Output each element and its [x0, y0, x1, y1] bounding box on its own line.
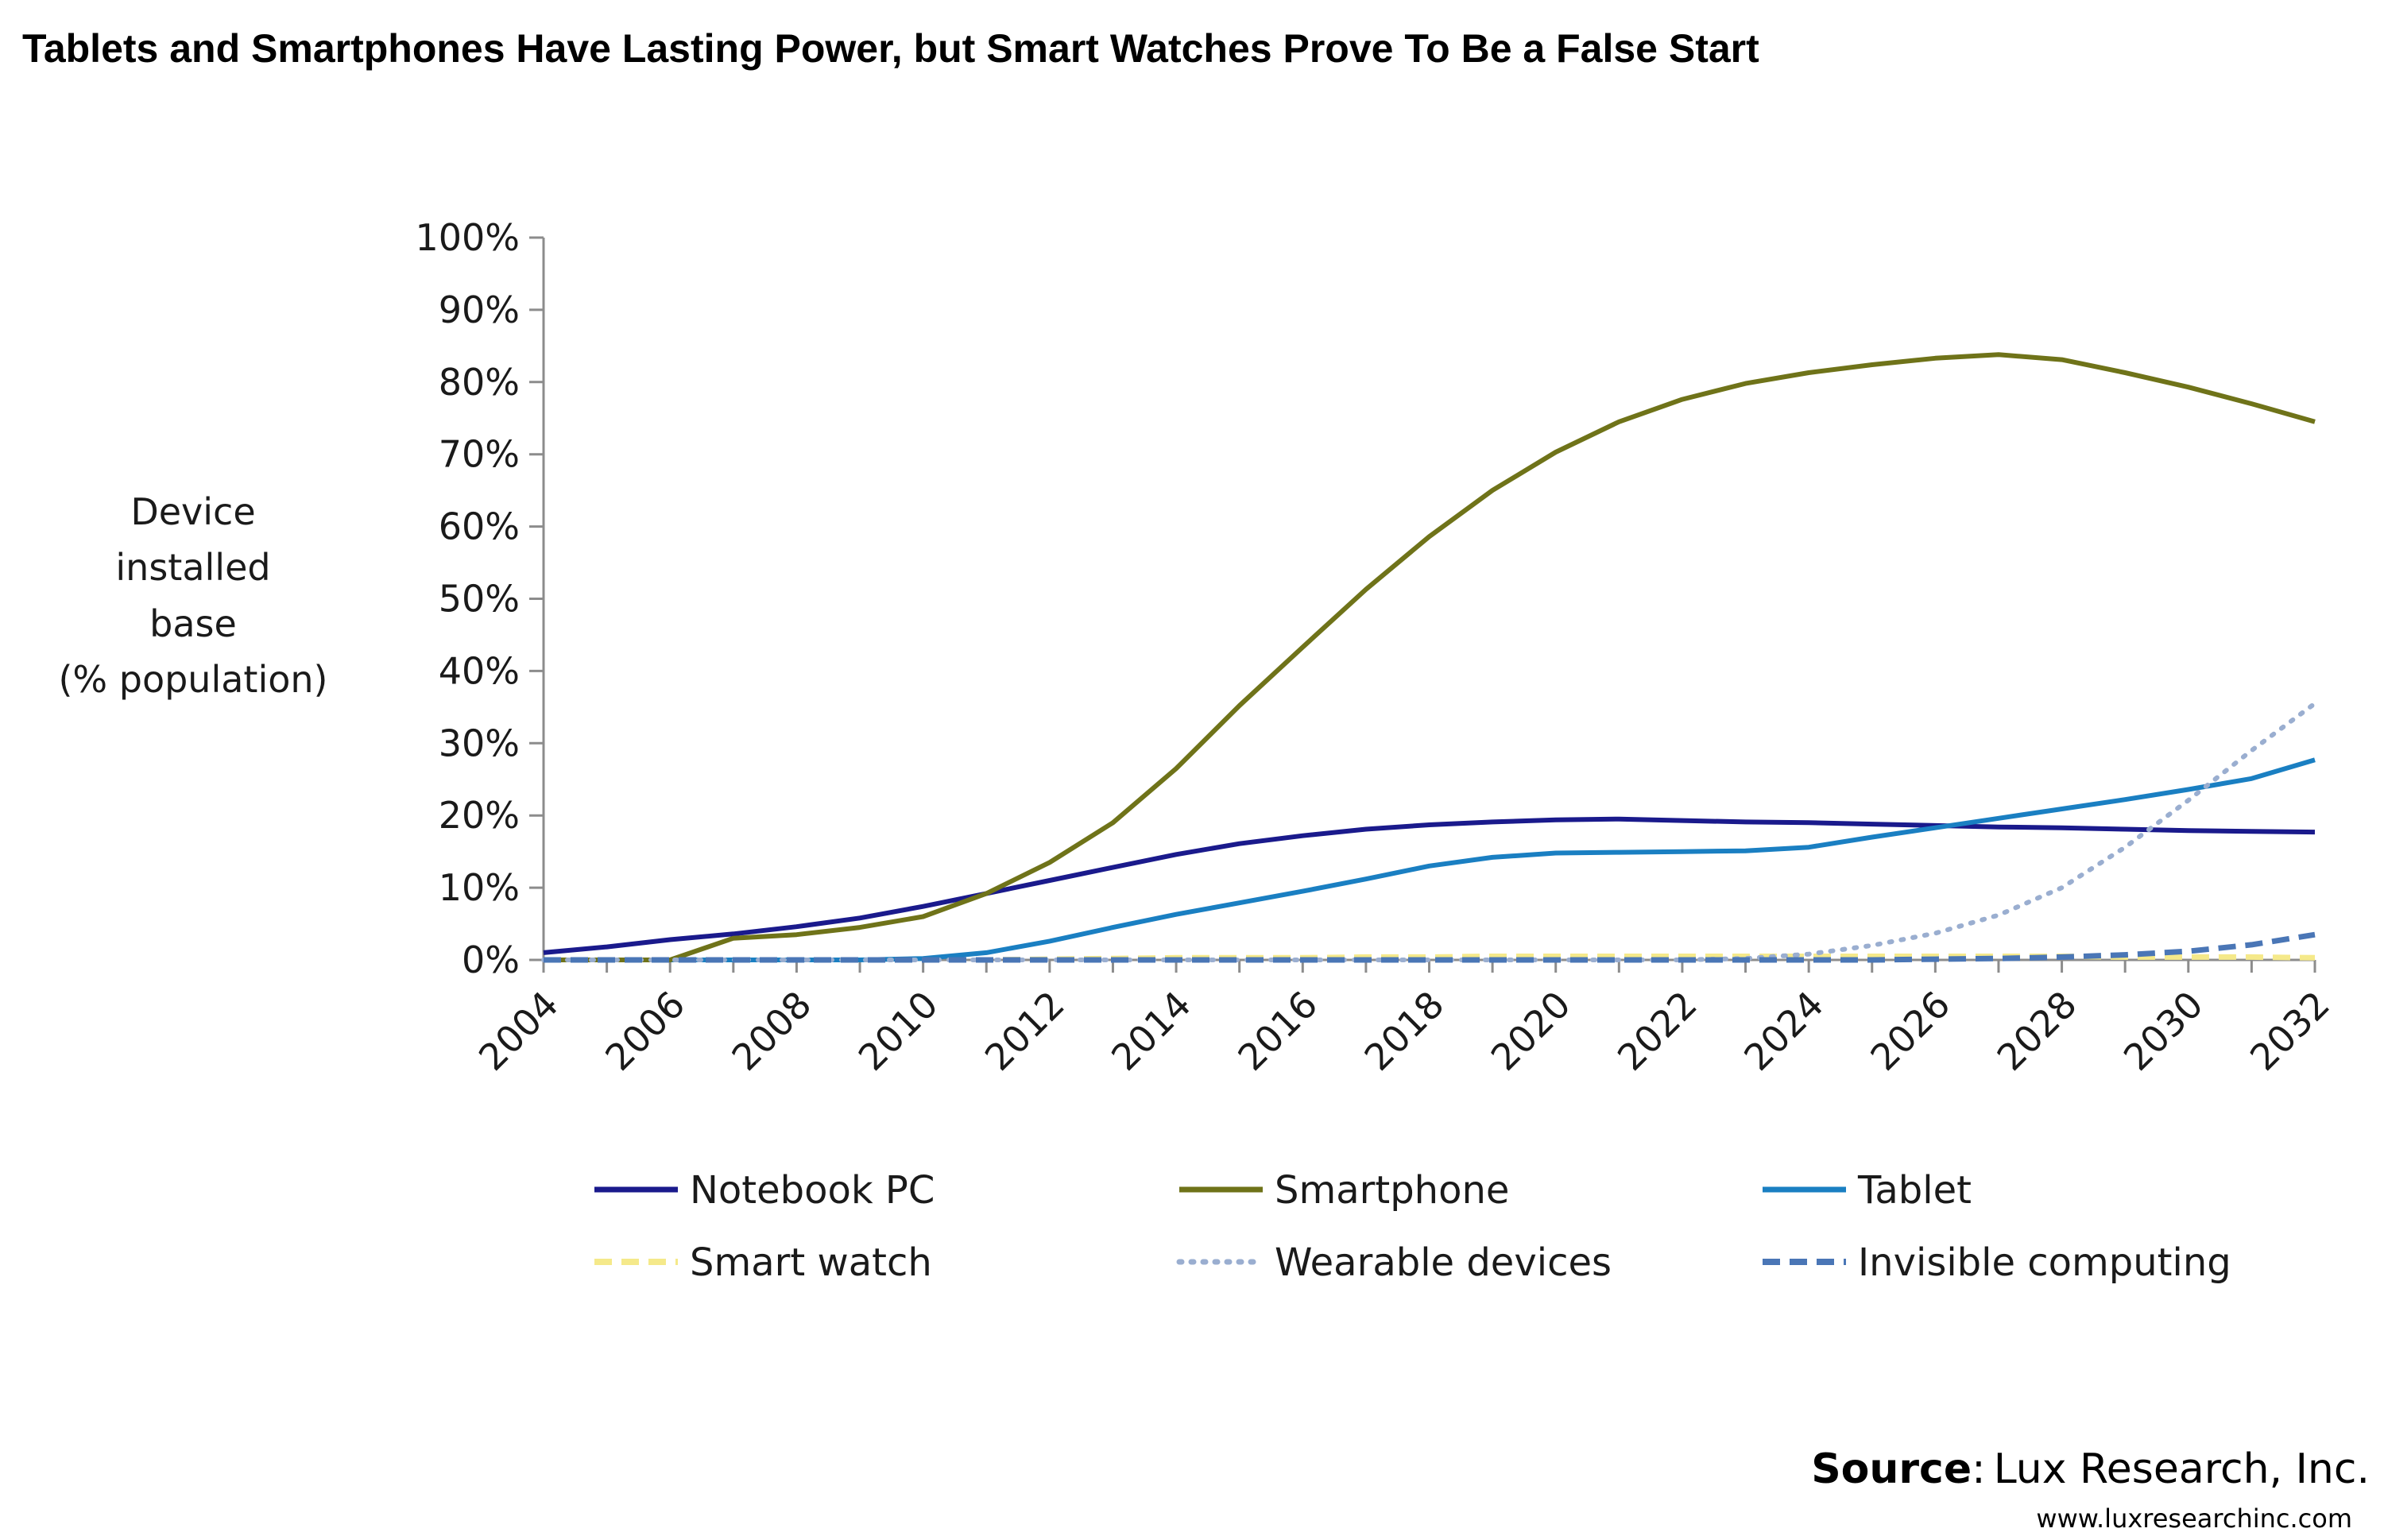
y-tick-label: 40%: [439, 649, 520, 692]
y-tick-label: 70%: [439, 433, 520, 476]
legend-item: Notebook PC: [594, 1168, 935, 1213]
source-url: www.luxresearchinc.com: [2036, 1503, 2352, 1534]
x-tick-label: 2024: [1736, 983, 1832, 1079]
y-tick-label: 90%: [439, 288, 520, 331]
legend-label: Smartphone: [1275, 1168, 1509, 1213]
y-tick-label: 30%: [439, 722, 520, 764]
y-tick-label: 60%: [439, 505, 520, 548]
source-credit: Source: Lux Research, Inc. www.luxresearc…: [1811, 1445, 2370, 1534]
legend-item: Smartphone: [1179, 1168, 1509, 1213]
x-tick-label: 2016: [1229, 983, 1326, 1079]
series-line-tablet: [544, 757, 2316, 962]
x-tick-label: 2004: [470, 983, 567, 1079]
x-tick-label: 2030: [2115, 983, 2212, 1079]
y-tick-label: 20%: [439, 794, 520, 837]
legend-label: Invisible computing: [1858, 1240, 2231, 1285]
legend-item: Tablet: [1763, 1168, 1972, 1213]
y-axis-label: Device installed base (% population): [58, 490, 327, 701]
x-tick-label: 2028: [1989, 983, 2085, 1079]
legend-item: Invisible computing: [1763, 1240, 2231, 1285]
legend-label: Smart watch: [690, 1240, 932, 1285]
x-tick-label: 2020: [1483, 983, 1579, 1079]
series-line-invisible-computing: [544, 931, 2316, 963]
legend: Notebook PC Smartphone Tablet Smart watch We…: [594, 1168, 2231, 1285]
x-tick-label: 2014: [1103, 983, 1199, 1079]
source-label: Source: [1811, 1445, 1972, 1493]
legend-label: Notebook PC: [690, 1168, 935, 1213]
x-tick-label: 2008: [723, 983, 819, 1079]
series-lines: [541, 352, 2317, 963]
y-axis-label-line-3: base: [149, 602, 237, 645]
y-tick-label: 0%: [462, 938, 520, 981]
x-tick-label: 2026: [1862, 983, 1958, 1079]
legend-label: Tablet: [1857, 1168, 1972, 1213]
y-axis-label-line-4: (% population): [58, 658, 327, 701]
y-tick-label: 50%: [439, 578, 520, 621]
x-tick-label: 2018: [1356, 983, 1453, 1079]
legend-item: Smart watch: [594, 1240, 932, 1285]
y-axis-label-line-2: installed: [115, 546, 270, 589]
y-tick-label: 100%: [415, 216, 520, 259]
series-line-notebook-pc: [543, 816, 2316, 955]
series-line-smartphone: [544, 352, 2316, 962]
x-tick-label: 2012: [977, 983, 1073, 1079]
x-tick-label: 2022: [1609, 983, 1705, 1079]
y-tick-label: 80%: [439, 361, 520, 404]
x-ticks: 2004 2006 2008 2010 2012 2014 2016 2018 2020 2022…: [470, 960, 2338, 1079]
legend-item: Wearable devices: [1176, 1240, 1612, 1285]
x-tick-label: 2032: [2242, 983, 2338, 1079]
chart-title: Tablets and Smartphones Have Lasting Pow…: [22, 26, 1759, 71]
x-tick-label: 2006: [597, 983, 693, 1079]
y-ticks: 0% 10% 20% 30% 40% 50% 60% 70% 80% 90% 100%: [415, 216, 544, 981]
y-tick-label: 10%: [439, 866, 520, 909]
source-separator: :: [1972, 1445, 1986, 1493]
y-axis-label-line-1: Device: [130, 490, 255, 533]
legend-label: Wearable devices: [1275, 1240, 1612, 1285]
x-tick-label: 2010: [850, 983, 946, 1079]
source-text: Lux Research, Inc.: [1994, 1445, 2370, 1493]
axes: [542, 238, 2315, 962]
series-line-wearable-devices: [541, 701, 2317, 962]
source-line: Source: Lux Research, Inc.: [1811, 1445, 2370, 1493]
